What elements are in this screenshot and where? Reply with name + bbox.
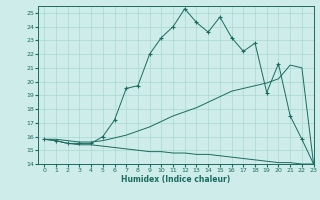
X-axis label: Humidex (Indice chaleur): Humidex (Indice chaleur) xyxy=(121,175,231,184)
